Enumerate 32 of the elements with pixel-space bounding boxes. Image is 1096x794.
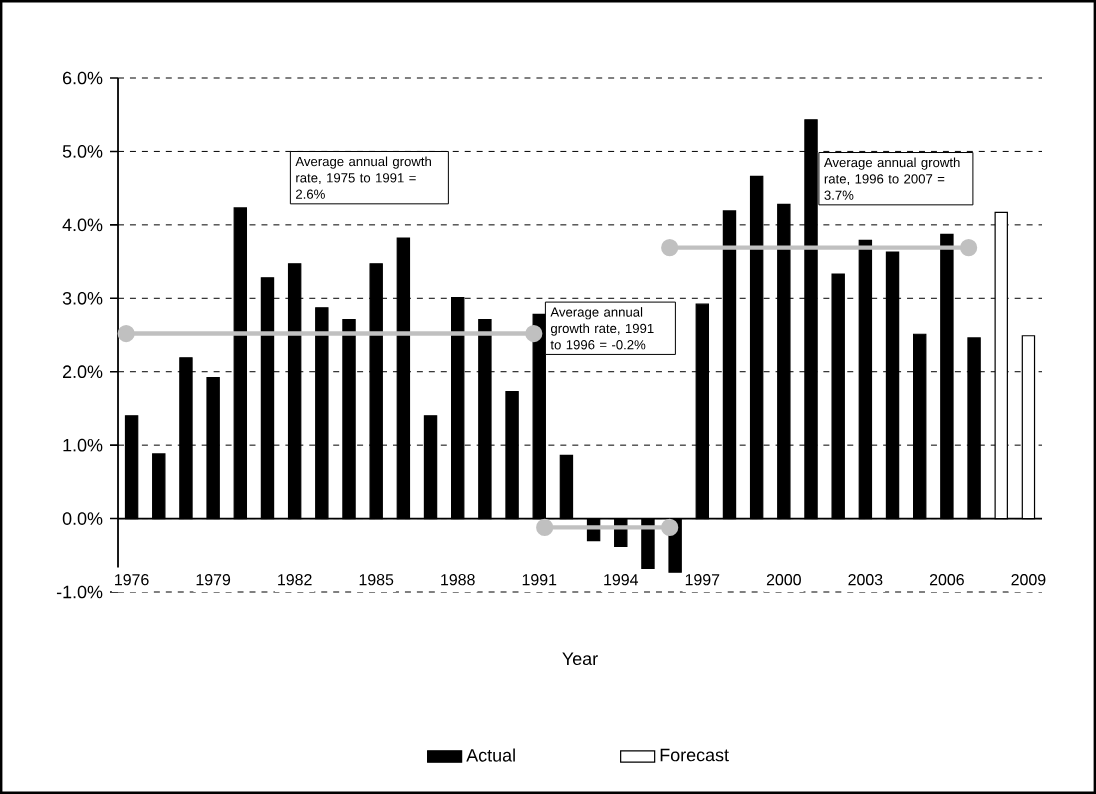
legend-label: Actual [466,748,515,762]
y-tick-label: 1.0% [63,438,103,452]
x-tick-label: 2006 [929,574,964,586]
x-tick-label: 2000 [766,574,801,586]
y-tick-label: 4.0% [62,218,103,232]
y-tick-label: -1.0% [56,585,103,599]
y-tick-label: 5.0% [62,145,103,158]
y-tick-label: 3.0% [62,291,103,305]
x-tick-label: 1985 [359,574,394,586]
y-tick-label: 6.0% [63,71,103,85]
point [117,324,135,343]
x-tick-label: 1982 [278,574,312,586]
x-tick-label: 1997 [685,574,720,586]
x-tick-label: 1979 [196,574,231,586]
x-tick-label: 2003 [848,574,883,586]
annotation: Average annual growth rate, 1975 to 1991 = 2.6% [295,156,431,199]
annotation: Average annual growth rate, 1996 to 2007 = 3.7% [823,157,960,200]
x-tick-label: 1991 [522,574,557,586]
y-tick-label: 2.0% [63,365,103,379]
point [536,518,554,536]
annotation: Average annual growth rate, 1991 to 1996 = -0.2% [550,307,654,350]
x-tick-label: 2009 [1011,574,1046,586]
x-tick-label: 1988 [441,574,475,586]
point [525,324,543,343]
x-axis-title: Year [562,652,598,666]
x-tick-label: 1994 [604,574,639,586]
legend-label: Forecast [660,748,729,762]
point [661,239,679,257]
y-tick-label: 0.0% [62,512,103,525]
point [960,239,978,257]
point [661,518,679,536]
x-tick-label: 1976 [115,574,149,586]
